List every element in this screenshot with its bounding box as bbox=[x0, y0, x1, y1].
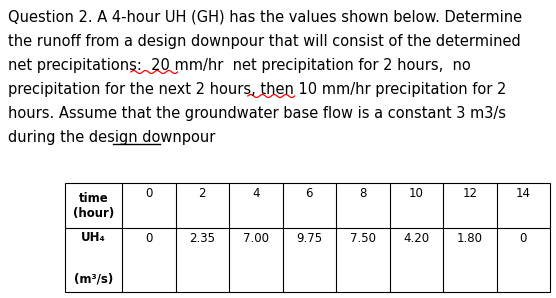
Text: 2.35: 2.35 bbox=[189, 232, 215, 245]
Text: 0: 0 bbox=[145, 232, 152, 245]
Text: 6: 6 bbox=[305, 187, 313, 200]
Text: 4: 4 bbox=[252, 187, 260, 200]
Text: 7.00: 7.00 bbox=[243, 232, 269, 245]
Text: (m³/s): (m³/s) bbox=[74, 273, 113, 286]
Text: Question 2. A 4-hour UH (GH) has the values shown below. Determine: Question 2. A 4-hour UH (GH) has the val… bbox=[8, 10, 522, 25]
Text: hours. Assume that the groundwater base flow is a constant 3 m3/s: hours. Assume that the groundwater base … bbox=[8, 106, 506, 121]
Text: 1.80: 1.80 bbox=[456, 232, 483, 245]
Text: 4.20: 4.20 bbox=[403, 232, 429, 245]
Text: net precipitations:  20 mm/hr  net precipitation for 2 hours,  no: net precipitations: 20 mm/hr net precipi… bbox=[8, 58, 471, 73]
Text: 0: 0 bbox=[519, 232, 527, 245]
Text: 10: 10 bbox=[409, 187, 424, 200]
Text: 7.50: 7.50 bbox=[350, 232, 376, 245]
Text: time
(hour): time (hour) bbox=[73, 192, 114, 220]
Text: 2: 2 bbox=[198, 187, 206, 200]
Text: during the design downpour: during the design downpour bbox=[8, 130, 215, 145]
Text: 0: 0 bbox=[145, 187, 152, 200]
Text: the runoff from a design downpour that will consist of the determined: the runoff from a design downpour that w… bbox=[8, 34, 521, 49]
Text: 12: 12 bbox=[462, 187, 477, 200]
Text: 9.75: 9.75 bbox=[296, 232, 322, 245]
Text: UH₄: UH₄ bbox=[81, 231, 106, 244]
Bar bbox=[65, 183, 550, 292]
Text: 14: 14 bbox=[516, 187, 531, 200]
Text: precipitation for the next 2 hours, then 10 mm/hr precipitation for 2: precipitation for the next 2 hours, then… bbox=[8, 82, 507, 97]
Text: 8: 8 bbox=[359, 187, 366, 200]
